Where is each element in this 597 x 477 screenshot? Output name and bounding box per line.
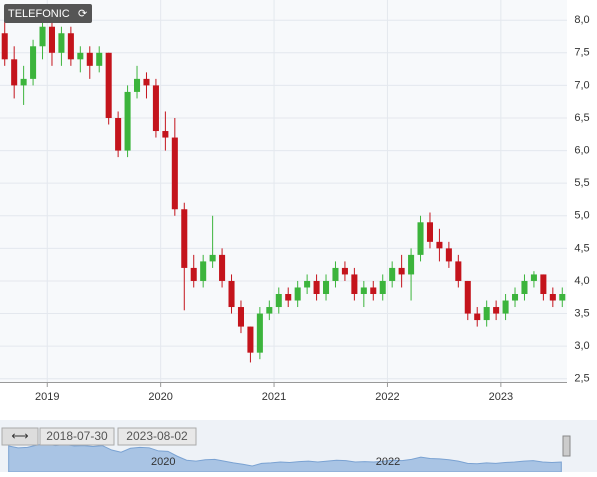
candle-body — [360, 287, 367, 294]
candle-body — [445, 248, 452, 262]
candle-body — [256, 313, 263, 353]
candle-body — [30, 46, 37, 79]
candle-body — [512, 293, 519, 301]
candle-body — [209, 254, 216, 262]
candle-body — [304, 280, 311, 288]
y-tick-label: 3,5 — [574, 307, 589, 319]
nav-handle[interactable] — [562, 435, 571, 457]
candle-body — [162, 131, 169, 138]
candle-body — [323, 280, 330, 294]
candle-body — [332, 267, 339, 281]
y-tick-label: 5,0 — [574, 210, 589, 222]
range-handle[interactable] — [1, 427, 39, 446]
plot-area — [0, 0, 567, 382]
candle-body — [1, 33, 8, 60]
candle-body — [483, 307, 490, 321]
candle-body — [370, 287, 377, 294]
candle-body — [20, 78, 27, 86]
y-tick-label: 7,0 — [574, 79, 589, 91]
navigator-area — [8, 443, 562, 473]
candle-body — [67, 33, 74, 60]
navigator-label: 2022 — [376, 456, 400, 468]
candle-body — [493, 307, 500, 314]
candle-body — [455, 261, 462, 281]
candle-body — [559, 293, 566, 301]
candle-body — [11, 59, 18, 86]
y-tick-label: 5,5 — [574, 177, 589, 189]
candle-body — [436, 241, 443, 249]
y-tick-label: 7,5 — [574, 47, 589, 59]
candle-body — [181, 209, 188, 268]
navigator-label: 2020 — [151, 456, 175, 468]
candle-body — [549, 293, 556, 301]
candle-body — [285, 293, 292, 301]
to-date[interactable] — [117, 427, 197, 446]
candle-body — [143, 78, 150, 86]
from-date[interactable] — [39, 427, 115, 446]
candle-body — [521, 280, 528, 294]
x-tick-label: 2020 — [148, 391, 172, 403]
candle-body — [105, 52, 112, 118]
candle-body — [247, 326, 254, 353]
from-date-text: 2018-07-30 — [46, 429, 108, 443]
candle-body — [171, 137, 178, 210]
candle-body — [341, 267, 348, 275]
candle-body — [530, 274, 537, 281]
candle-body — [294, 287, 301, 301]
candle-body — [115, 117, 122, 151]
candle-body — [502, 300, 509, 314]
x-tick-label: 2021 — [262, 391, 286, 403]
candle-body — [426, 222, 433, 242]
candle-body — [200, 261, 207, 281]
candle-body — [96, 52, 103, 66]
candle-body — [398, 267, 405, 275]
candle-body — [351, 274, 358, 294]
y-tick-label: 6,5 — [574, 112, 589, 124]
candle-body — [190, 267, 197, 281]
symbol-badge[interactable] — [4, 4, 92, 23]
candle-body — [48, 26, 55, 53]
x-axis — [0, 382, 567, 383]
to-date-text: 2023-08-02 — [126, 429, 188, 443]
candle-body — [266, 307, 273, 314]
candle-body — [474, 313, 481, 321]
candle-body — [464, 280, 471, 314]
candle-body — [540, 274, 547, 294]
y-tick-label: 2,5 — [574, 373, 589, 385]
candle-body — [275, 293, 282, 308]
y-tick-label: 6,0 — [574, 144, 589, 156]
candle-body — [389, 267, 396, 281]
candle-body — [228, 280, 235, 308]
y-tick-label: 8,0 — [574, 14, 589, 26]
candle-body — [417, 222, 424, 255]
candle-body — [58, 33, 65, 53]
candle-body — [77, 52, 84, 60]
candle-body — [408, 254, 415, 275]
y-tick-label: 4,0 — [574, 275, 589, 287]
candle-body — [86, 52, 93, 66]
symbol: TELEFONIC — [8, 8, 70, 20]
x-tick-label: 2019 — [35, 391, 59, 403]
refresh-icon[interactable]: ⟳ — [78, 8, 87, 20]
candle-body — [39, 26, 46, 47]
candle-body — [379, 280, 386, 294]
candle-body — [219, 254, 226, 281]
y-tick-label: 3,0 — [574, 340, 589, 352]
candle-body — [313, 280, 320, 294]
candle-body — [124, 91, 131, 151]
x-tick-label: 2022 — [375, 391, 399, 403]
x-tick-label: 2023 — [489, 391, 513, 403]
candle-body — [152, 85, 159, 132]
y-tick-label: 4,5 — [574, 242, 589, 254]
candle-body — [237, 307, 244, 327]
range-icon: ⟷ — [11, 429, 28, 443]
candle-body — [134, 78, 141, 92]
